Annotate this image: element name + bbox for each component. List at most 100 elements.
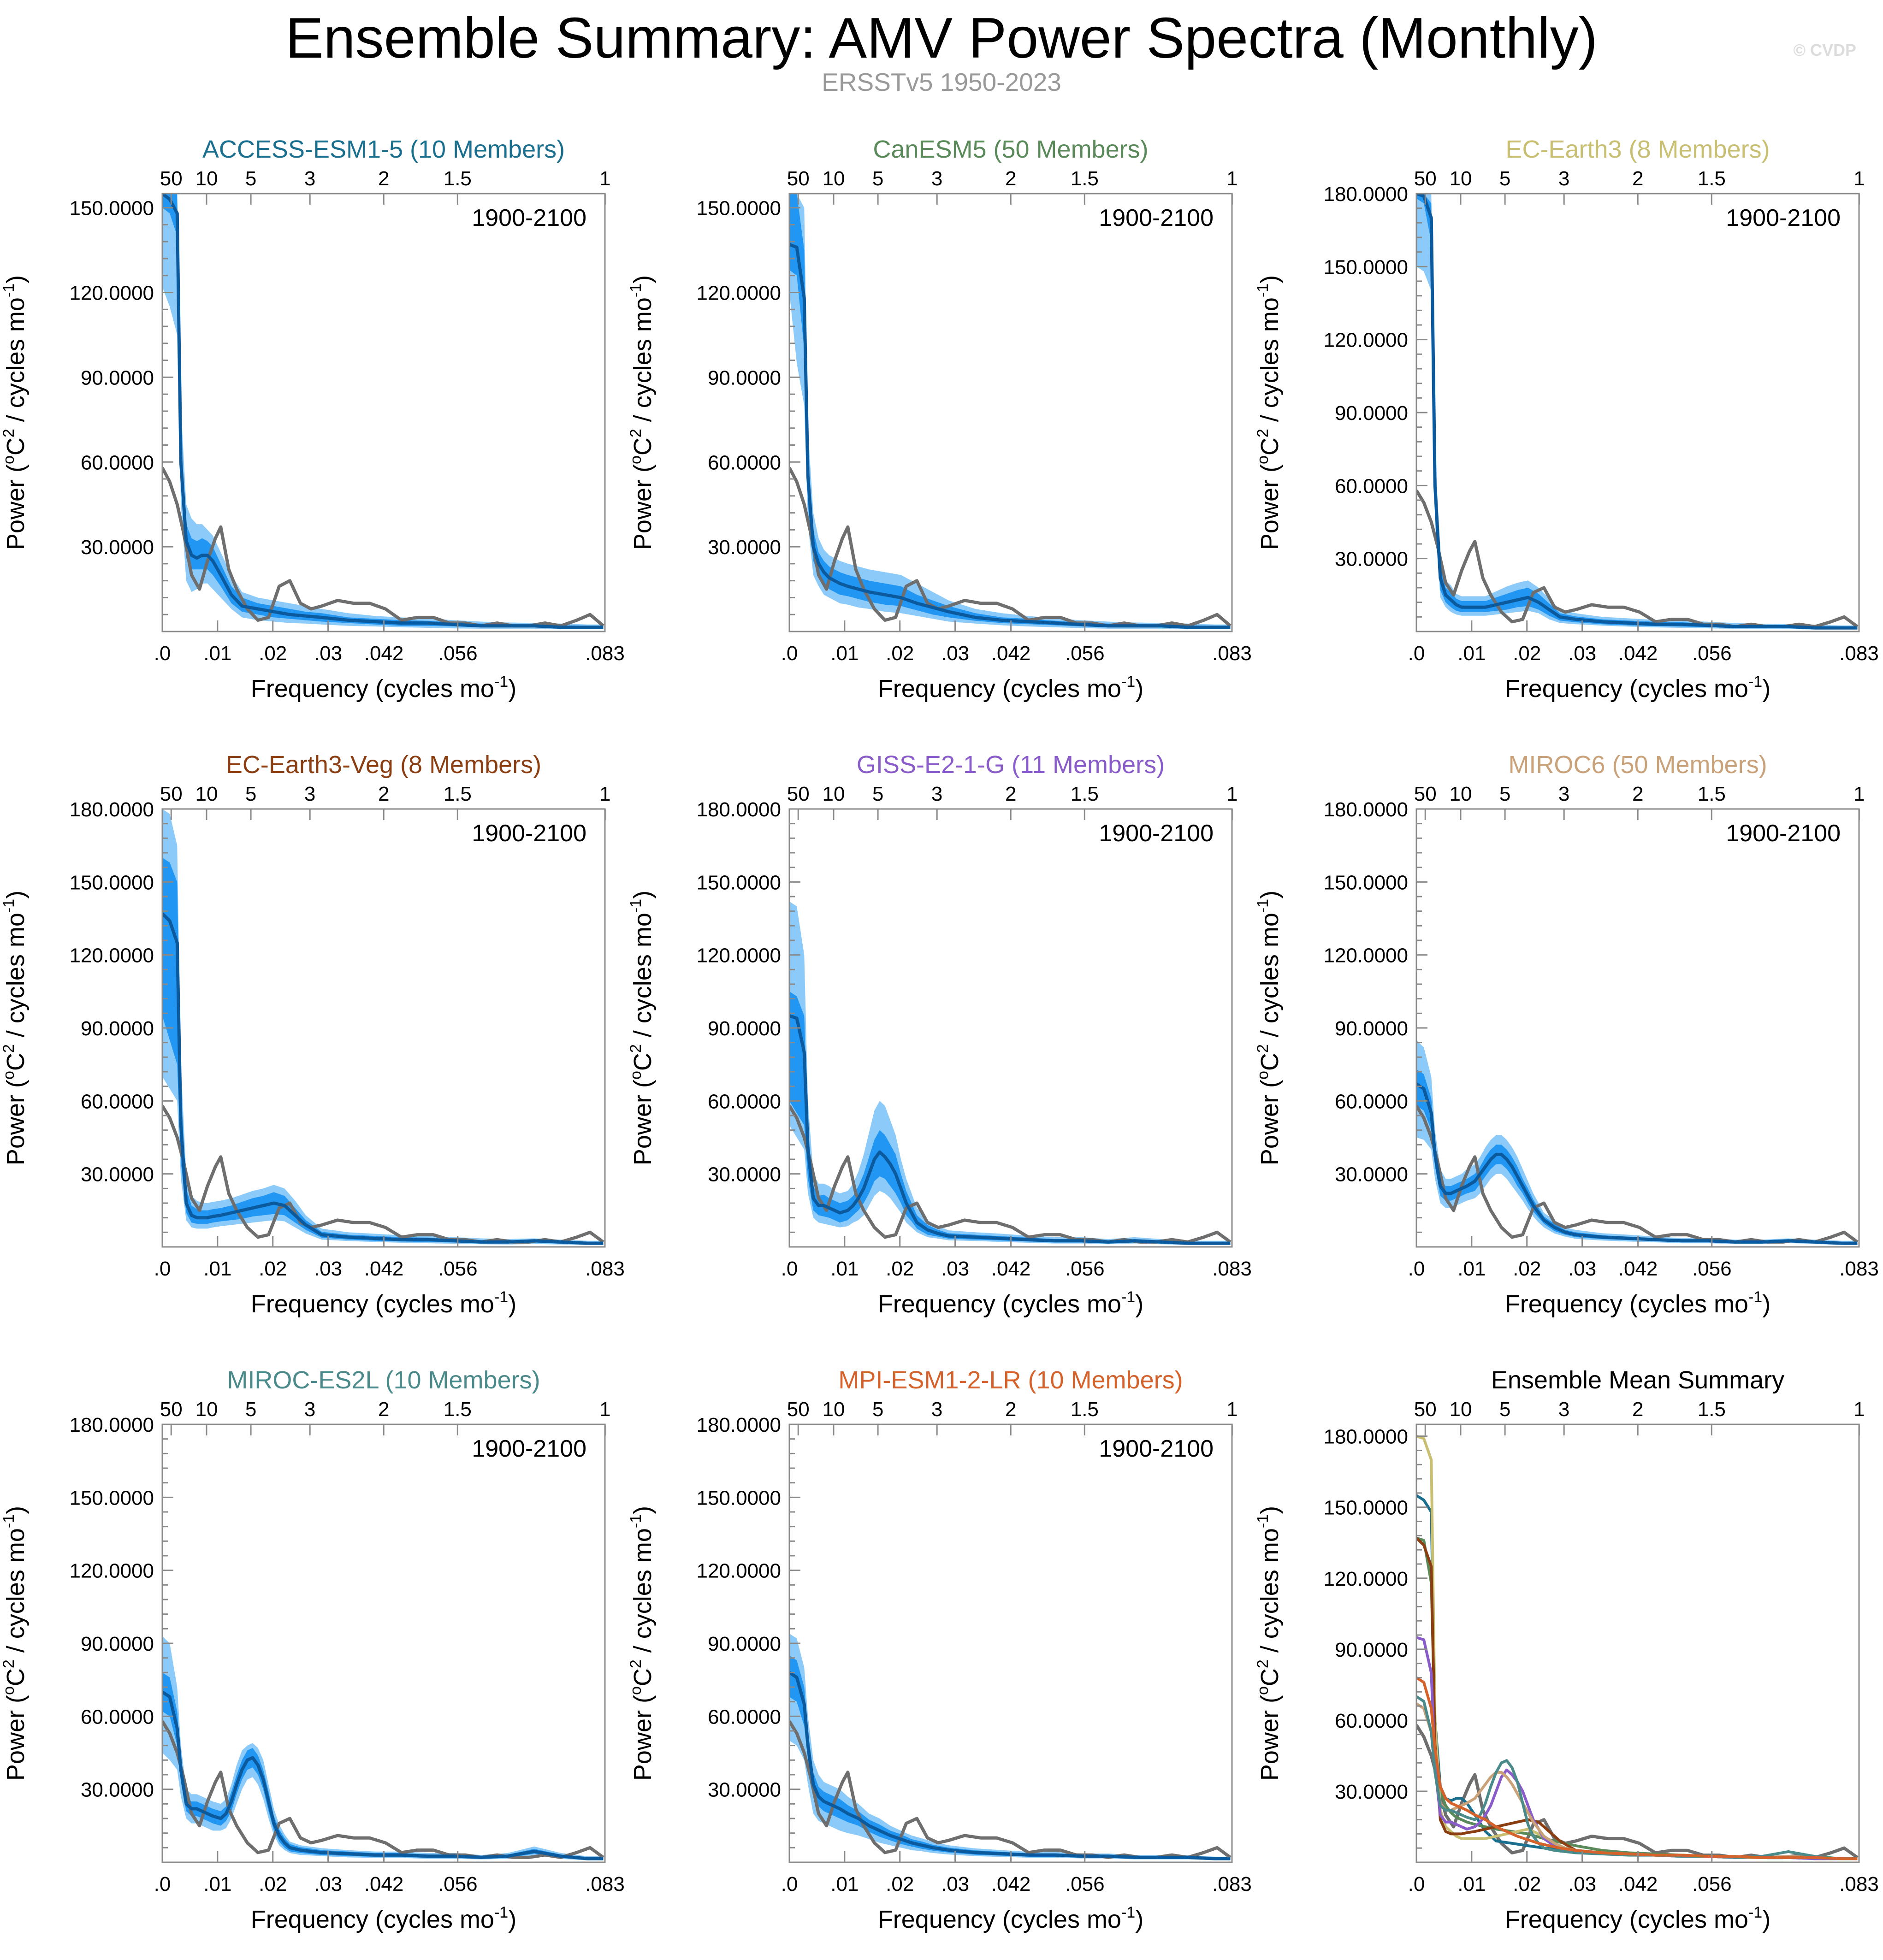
period-tick-label: 1.5 (444, 1398, 472, 1421)
y-tick-label: 30.0000 (1335, 1163, 1408, 1186)
y-tick-label: 90.0000 (81, 1633, 154, 1655)
y-axis-label: Power (oC2 / cycles mo-1) (0, 891, 30, 1165)
x-tick-label: .056 (438, 642, 478, 665)
y-axis-label-o: o (1254, 455, 1272, 464)
period-tick-label: 1 (599, 167, 610, 190)
period-tick-label: 50 (160, 1398, 183, 1421)
x-tick-label: .056 (1065, 1257, 1105, 1280)
x-tick-label: .083 (1212, 642, 1252, 665)
spread-band-inner (789, 991, 1231, 1245)
spread-band-inner (1416, 194, 1858, 629)
x-tick-label: .02 (886, 1257, 914, 1280)
y-axis-label-2: 2 (0, 1044, 18, 1053)
y-axis-label-c: C (2, 1668, 30, 1686)
period-tick-label: 3 (1558, 167, 1569, 190)
x-tick-label: .03 (941, 1873, 969, 1895)
y-axis-label: Power (oC2 / cycles mo-1) (0, 1506, 30, 1781)
x-tick-label: .02 (886, 1873, 914, 1895)
period-tick-label: 5 (1499, 1398, 1510, 1421)
y-axis-label-2: 2 (1254, 1659, 1272, 1668)
period-label: 1900-2100 (1099, 205, 1214, 231)
page-title: Ensemble Summary: AMV Power Spectra (Mon… (285, 6, 1598, 70)
x-tick-label: .083 (585, 1873, 625, 1895)
panel-title: CanESM5 (50 Members) (873, 136, 1148, 163)
x-axis-label-close: ) (508, 675, 516, 703)
x-tick-label: .0 (154, 1873, 171, 1895)
credit-label: © CVDP (1793, 41, 1856, 59)
period-tick-label: 2 (1005, 1398, 1016, 1421)
x-tick-label: .01 (203, 1257, 231, 1280)
x-tick-label: .01 (1457, 1873, 1486, 1895)
y-tick-label: 150.0000 (1323, 256, 1408, 278)
x-tick-label: .03 (941, 1257, 969, 1280)
y-axis-label: Power (oC2 / cycles mo-1) (1254, 1506, 1284, 1781)
y-tick-label: 120.0000 (69, 282, 154, 305)
y-axis-label: Power (oC2 / cycles mo-1) (627, 275, 657, 550)
y-axis-label-mid: / cycles mo (2, 913, 30, 1044)
y-axis-label-c: C (1256, 437, 1284, 455)
period-tick-label: 5 (1499, 783, 1510, 805)
page-subtitle: ERSSTv5 1950-2023 (822, 68, 1061, 96)
y-axis-label-o: o (627, 1686, 645, 1695)
y-tick-label: 150.0000 (69, 1487, 154, 1509)
x-axis-label-close: ) (1135, 1290, 1143, 1318)
period-tick-label: 1 (1226, 783, 1238, 805)
x-axis-label: Frequency (cycles mo-1) (1505, 673, 1770, 703)
x-tick-label: .0 (1408, 1257, 1425, 1280)
period-tick-label: 10 (195, 1398, 218, 1421)
spread-band-outer (162, 1636, 604, 1860)
x-tick-label: .0 (154, 1257, 171, 1280)
y-tick-label: 60.0000 (81, 451, 154, 474)
plot-area (162, 1636, 604, 1860)
panel-title: MIROC-ES2L (10 Members) (227, 1366, 540, 1394)
y-axis-label-text: Power ( (629, 1695, 657, 1781)
chart-panel: 30.0000 60.0000 90.0000 120.0000 150.0000 .0.… (627, 136, 1252, 703)
y-axis-label-c: C (2, 1053, 30, 1071)
plot-frame (788, 1423, 1233, 1863)
y-axis-label-2: 2 (0, 429, 18, 437)
chart-panel: 30.0000 60.0000 90.0000 120.0000 150.0000 180… (1254, 136, 1879, 703)
plot-area (1416, 1040, 1859, 1245)
period-tick-label: 50 (1414, 167, 1437, 190)
y-tick-label: 180.0000 (696, 1414, 781, 1436)
plot-area (1416, 1435, 1859, 1860)
y-axis-label-close: ) (1256, 891, 1284, 899)
period-tick-label: 3 (304, 783, 315, 805)
x-tick-label: .042 (1618, 1873, 1658, 1895)
spread-band-inner (1416, 1069, 1858, 1245)
y-axis-label-2: 2 (627, 429, 645, 437)
x-axis-label-sup: -1 (1748, 673, 1762, 691)
y-axis-label-close: ) (2, 891, 30, 899)
period-tick-label: 2 (1005, 167, 1016, 190)
plot-area (789, 901, 1232, 1245)
x-axis-label-close: ) (1135, 1906, 1143, 1933)
y-axis-label-sup: -1 (0, 899, 18, 913)
x-tick-label: .03 (1568, 1873, 1596, 1895)
y-tick-label: 90.0000 (708, 1017, 781, 1040)
period-tick-label: 1 (1226, 167, 1238, 190)
chart-panel: 30.0000 60.0000 90.0000 120.0000 150.0000 180… (627, 1366, 1252, 1933)
period-tick-label: 2 (1005, 783, 1016, 805)
period-tick-label: 1.5 (1698, 167, 1726, 190)
y-axis-label-text: Power ( (1256, 1695, 1284, 1781)
x-tick-label: .042 (364, 1873, 404, 1895)
y-tick-label: 90.0000 (1335, 1639, 1408, 1661)
period-tick-label: 2 (1632, 1398, 1643, 1421)
x-tick-label: .03 (1568, 1257, 1596, 1280)
x-tick-label: .042 (1618, 642, 1658, 665)
y-axis-label-o: o (1254, 1686, 1272, 1695)
y-tick-label: 180.0000 (69, 1414, 154, 1436)
period-tick-label: 1.5 (1071, 167, 1099, 190)
period-label: 1900-2100 (1099, 820, 1214, 847)
y-axis-label-text: Power ( (1256, 464, 1284, 550)
spread-band-outer (789, 1633, 1231, 1860)
y-tick-label: 30.0000 (81, 536, 154, 559)
y-axis-label-sup: -1 (627, 899, 645, 913)
x-tick-label: .02 (1513, 1257, 1541, 1280)
y-axis-label-c: C (2, 437, 30, 455)
x-tick-label: .042 (991, 1257, 1031, 1280)
period-tick-label: 10 (1450, 783, 1472, 805)
period-tick-label: 1.5 (1698, 1398, 1726, 1421)
x-axis-label-close: ) (1135, 675, 1143, 703)
